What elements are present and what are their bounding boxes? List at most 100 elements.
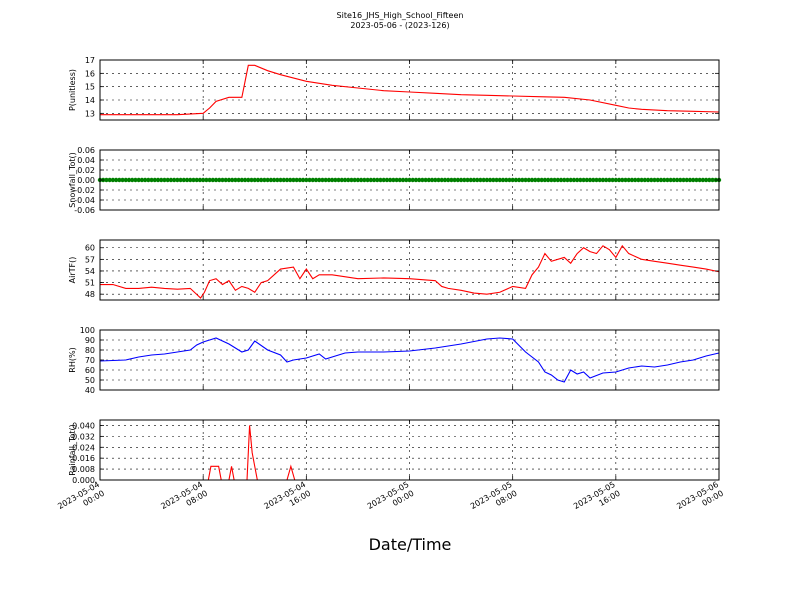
data-point [107, 177, 112, 183]
x-tick-label: 2023-05-0500:00 [366, 480, 416, 520]
data-point [668, 177, 673, 183]
data-point [613, 177, 619, 183]
data-point [368, 177, 374, 183]
data-point [284, 177, 290, 183]
data-point [574, 177, 580, 183]
data-point [649, 177, 654, 183]
figure-subtitle: 2023-05-06 - (2023-126) [350, 21, 450, 30]
data-point [162, 177, 167, 183]
data-point [465, 177, 470, 183]
data-point [239, 177, 245, 183]
data-point [391, 177, 396, 183]
data-point [707, 177, 712, 183]
y-tick-label: 0.06 [77, 146, 95, 155]
data-point [371, 177, 377, 183]
data-point [584, 177, 590, 183]
data-point [520, 177, 525, 183]
y-tick-label: 0.032 [72, 432, 95, 441]
y-tick-label: 0.000 [72, 476, 95, 485]
data-point [478, 177, 483, 183]
data-point [545, 177, 551, 183]
data-point [104, 177, 109, 183]
data-point [159, 177, 164, 183]
y-tick-label: 40 [85, 386, 95, 395]
data-point [526, 177, 531, 183]
data-point [342, 177, 348, 183]
data-point [194, 177, 199, 183]
series-line [100, 244, 720, 299]
data-point [288, 177, 293, 183]
y-tick-label: 50 [85, 376, 95, 385]
data-point [120, 177, 125, 183]
data-point [681, 177, 686, 183]
data-point [236, 177, 241, 183]
data-point [117, 177, 122, 183]
data-point [542, 177, 548, 183]
y-tick-label: 70 [85, 356, 95, 365]
data-point [449, 177, 454, 183]
data-point [565, 177, 570, 183]
data-point [255, 177, 261, 183]
data-point [533, 177, 538, 183]
data-point [358, 177, 364, 183]
data-point [555, 177, 561, 183]
data-point [291, 177, 296, 183]
data-point [694, 177, 699, 183]
series-line [99, 337, 720, 383]
data-point [529, 177, 535, 183]
y-tick-label: 90 [85, 336, 95, 345]
data-point [326, 177, 332, 183]
data-point [178, 177, 183, 183]
y-axis-label: P(unitless) [68, 69, 77, 111]
y-tick-label: 60 [85, 366, 95, 375]
y-tick-label: 15 [85, 83, 95, 92]
data-point [352, 177, 357, 183]
data-point [610, 177, 615, 183]
data-point [149, 177, 154, 183]
data-point [568, 177, 573, 183]
y-tick-label: 80 [85, 346, 95, 355]
data-point [674, 177, 680, 183]
data-point [165, 177, 170, 183]
data-point [455, 177, 461, 183]
y-tick-label: 14 [85, 96, 95, 105]
y-tick-label: -0.02 [74, 186, 95, 195]
data-point [365, 177, 370, 183]
data-point [578, 177, 583, 183]
y-tick-label: -0.06 [74, 206, 95, 215]
data-point [281, 177, 286, 183]
data-point [597, 177, 602, 183]
data-point [420, 177, 425, 183]
y-tick-label: 17 [85, 56, 95, 65]
data-point [223, 177, 228, 183]
data-point [626, 177, 631, 183]
panel-5: 0.000 0.008 0.016 0.024 0.032 0.040Rainfall_T… [68, 419, 720, 485]
data-point [452, 177, 457, 183]
data-point [603, 177, 609, 183]
data-point [655, 177, 660, 183]
data-point [381, 177, 386, 183]
data-point [500, 177, 506, 183]
data-point [184, 177, 190, 183]
data-point [426, 177, 432, 183]
data-point [362, 177, 367, 183]
data-point [200, 177, 206, 183]
data-point [229, 177, 235, 183]
data-point [271, 177, 277, 183]
data-point [210, 177, 216, 183]
data-point [294, 177, 299, 183]
data-point [658, 177, 664, 183]
x-tick-label: 2023-05-0600:00 [675, 480, 725, 520]
data-point [607, 177, 612, 183]
data-point [436, 177, 441, 183]
data-point [558, 177, 564, 183]
data-point [539, 177, 544, 183]
figure-title: Site16_JHS_High_School_Fifteen [336, 11, 464, 20]
data-point [507, 177, 512, 183]
data-point [387, 177, 393, 183]
data-point [661, 177, 667, 183]
data-point [213, 177, 219, 183]
data-point [678, 177, 683, 183]
data-point [710, 177, 715, 183]
data-point [504, 177, 509, 183]
